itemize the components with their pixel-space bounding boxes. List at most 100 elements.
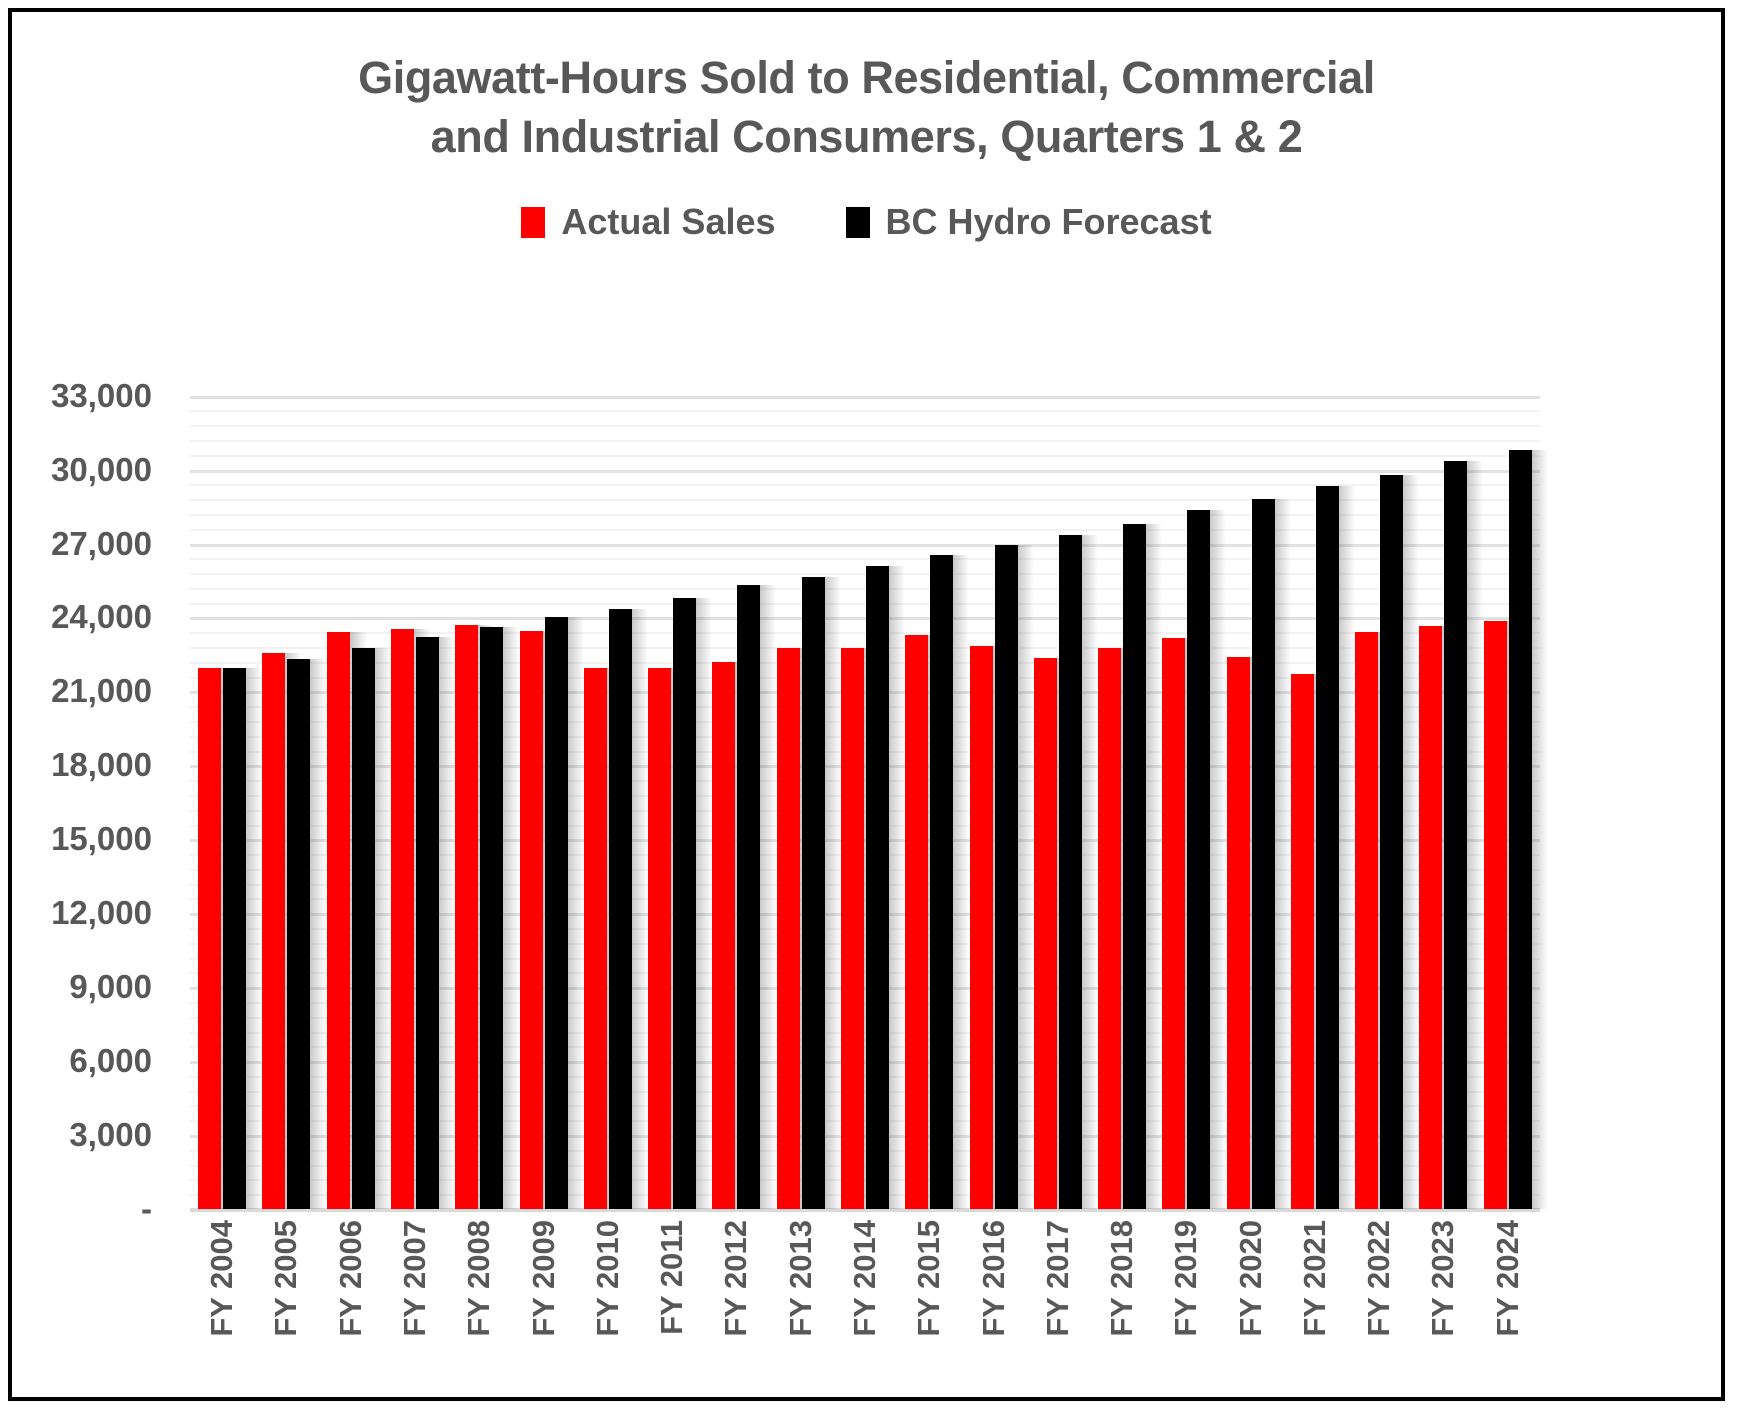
bar-actual-sales[interactable] — [1098, 648, 1122, 1209]
gridline-minor — [190, 809, 1540, 812]
y-axis-tick-label: 6,000 — [69, 1042, 152, 1080]
bar-shadow — [563, 617, 584, 1209]
bar-bc-hydro-forecast[interactable] — [737, 585, 761, 1209]
bar-actual-sales[interactable] — [1290, 674, 1314, 1209]
bar-bc-hydro-forecast[interactable] — [544, 617, 568, 1209]
y-axis-tick-label: - — [141, 1190, 152, 1227]
bar-bc-hydro-forecast[interactable] — [287, 659, 311, 1209]
bar-group — [1219, 371, 1291, 1209]
gridline-minor — [190, 1120, 1540, 1123]
bar-actual-sales[interactable] — [712, 661, 736, 1209]
bar-actual-sales[interactable] — [1162, 638, 1186, 1209]
bar-actual-sales[interactable] — [648, 668, 672, 1209]
bar-shadow — [306, 659, 327, 1209]
bar-actual-sales[interactable] — [905, 634, 929, 1209]
x-axis-tick-cell: FY 2010 — [576, 1212, 640, 1412]
bar-actual-sales[interactable] — [390, 628, 414, 1209]
gridline-minor — [190, 1075, 1540, 1078]
bar-bc-hydro-forecast[interactable] — [223, 668, 247, 1209]
gridline-minor — [190, 632, 1540, 635]
gridline-minor — [190, 750, 1540, 753]
gridline-major — [190, 913, 1540, 917]
bar-bc-hydro-forecast[interactable] — [1251, 499, 1275, 1209]
bar-shadow — [949, 554, 970, 1209]
bar-bc-hydro-forecast[interactable] — [865, 565, 889, 1209]
y-axis: 33,000 30,000 27,000 24,000 21,000 18,000 15,0… — [12, 371, 172, 1227]
bar-shadow — [884, 565, 905, 1209]
x-axis-tick-cell: FY 2017 — [1026, 1212, 1090, 1412]
bar-actual-sales[interactable] — [969, 645, 993, 1209]
chart-frame: Gigawatt-Hours Sold to Residential, Comm… — [8, 8, 1725, 1401]
bar-group — [704, 371, 777, 1209]
gridline-minor — [190, 1090, 1540, 1093]
bar-bc-hydro-forecast[interactable] — [994, 544, 1018, 1209]
gridline-major — [190, 617, 1540, 621]
bar-actual-sales[interactable] — [326, 632, 350, 1209]
chart-container: Gigawatt-Hours Sold to Residential, Comm… — [12, 12, 1721, 1397]
y-axis-tick-label: 21,000 — [51, 672, 152, 710]
bar-shadow — [370, 648, 391, 1209]
bar-bc-hydro-forecast[interactable] — [1444, 460, 1468, 1209]
legend-swatch-actual-sales — [521, 206, 546, 238]
x-axis-tick-label: FY 2006 — [332, 1220, 368, 1337]
bar-bc-hydro-forecast[interactable] — [1058, 534, 1082, 1209]
gridline-minor — [190, 706, 1540, 709]
plot-area — [190, 371, 1548, 1212]
bar-group — [1476, 371, 1548, 1209]
y-axis-tick-label: 12,000 — [51, 894, 152, 932]
gridline-minor — [190, 1046, 1540, 1049]
bar-bc-hydro-forecast[interactable] — [608, 608, 632, 1209]
x-axis-tick-cell: FY 2011 — [640, 1212, 704, 1412]
bar-actual-sales[interactable] — [776, 648, 800, 1209]
x-axis-tick-label: FY 2018 — [1104, 1220, 1140, 1337]
bar-shadow — [499, 627, 520, 1209]
x-axis-tick-cell: FY 2021 — [1283, 1212, 1347, 1412]
legend-item[interactable]: Actual Sales — [521, 201, 776, 243]
gridline-minor — [190, 573, 1540, 576]
bar-bc-hydro-forecast[interactable] — [801, 576, 825, 1209]
bar-group — [961, 371, 1034, 1209]
gridline-major — [190, 987, 1540, 991]
bar-actual-sales[interactable] — [1483, 621, 1507, 1209]
bar-actual-sales[interactable] — [1226, 656, 1250, 1209]
bar-actual-sales[interactable] — [583, 668, 607, 1209]
bar-bc-hydro-forecast[interactable] — [930, 554, 954, 1209]
bar-shadow — [1013, 544, 1034, 1209]
gridline-major — [190, 469, 1540, 473]
bar-actual-sales[interactable] — [1033, 658, 1057, 1209]
gridline-minor — [190, 1001, 1540, 1004]
x-axis-tick-cell: FY 2008 — [447, 1212, 511, 1412]
legend-item-label: Actual Sales — [561, 201, 776, 242]
bar-bc-hydro-forecast[interactable] — [1315, 485, 1339, 1209]
bar-actual-sales[interactable] — [840, 648, 864, 1209]
bar-shadow — [1399, 474, 1420, 1209]
gridline-minor — [190, 440, 1540, 442]
bar-actual-sales[interactable] — [198, 668, 222, 1209]
gridline-minor — [190, 484, 1540, 487]
x-axis-tick-label: FY 2021 — [1296, 1220, 1332, 1337]
bar-actual-sales[interactable] — [519, 631, 543, 1209]
bar-group — [1154, 371, 1227, 1209]
bar-actual-sales[interactable] — [1355, 632, 1379, 1209]
gridline-minor — [190, 735, 1540, 738]
bar-bc-hydro-forecast[interactable] — [1380, 474, 1404, 1209]
bar-bc-hydro-forecast[interactable] — [480, 627, 504, 1209]
gridline-minor — [190, 587, 1540, 590]
legend-item[interactable]: BC Hydro Forecast — [845, 201, 1212, 243]
x-axis-tick-label: FY 2007 — [396, 1220, 432, 1337]
bar-bc-hydro-forecast[interactable] — [1123, 523, 1147, 1209]
bar-bc-hydro-forecast[interactable] — [1187, 510, 1211, 1209]
bar-bc-hydro-forecast[interactable] — [673, 597, 697, 1209]
bar-bc-hydro-forecast[interactable] — [415, 637, 439, 1209]
x-axis-tick-cell: FY 2020 — [1219, 1212, 1283, 1412]
gridline-minor — [190, 720, 1540, 723]
bar-bc-hydro-forecast[interactable] — [1508, 449, 1532, 1209]
bar-bc-hydro-forecast[interactable] — [351, 648, 375, 1209]
gridline-minor — [190, 957, 1540, 960]
bar-actual-sales[interactable] — [262, 653, 286, 1209]
bar-actual-sales[interactable] — [455, 624, 479, 1209]
bar-actual-sales[interactable] — [1419, 626, 1443, 1209]
x-axis-tick-label: FY 2011 — [654, 1220, 690, 1335]
bar-shadow — [1463, 460, 1484, 1209]
gridline-major — [190, 765, 1540, 769]
